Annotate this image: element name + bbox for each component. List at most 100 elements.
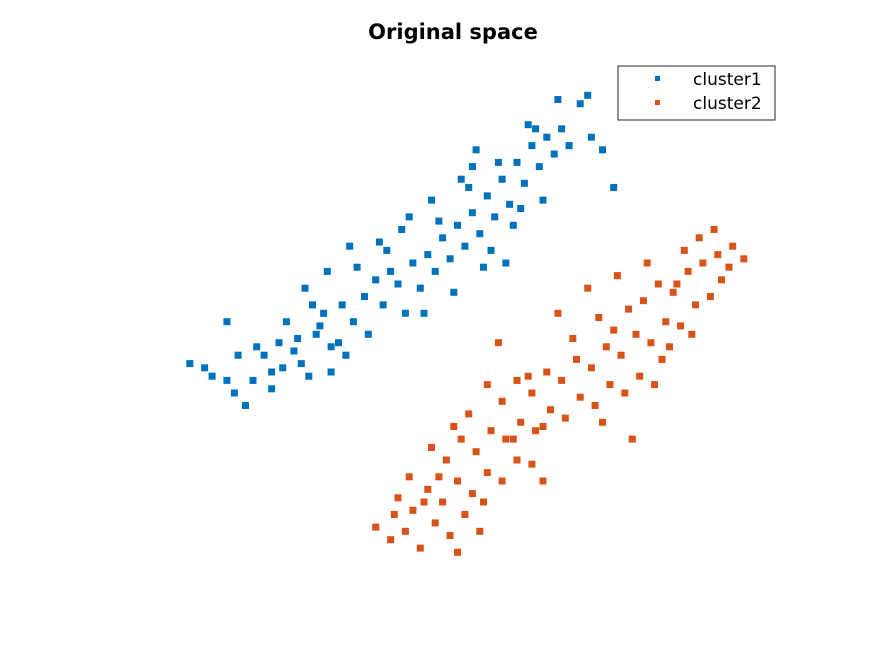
data-point-cluster2 bbox=[435, 473, 443, 481]
data-point-cluster2 bbox=[454, 477, 461, 485]
data-point-cluster2 bbox=[677, 322, 685, 330]
data-point-cluster2 bbox=[372, 523, 380, 531]
data-point-cluster2 bbox=[639, 297, 647, 305]
data-point-cluster1 bbox=[383, 246, 391, 254]
data-point-cluster1 bbox=[301, 284, 309, 292]
data-point-cluster1 bbox=[513, 158, 521, 166]
legend-box bbox=[617, 65, 776, 121]
data-point-cluster2 bbox=[461, 511, 469, 518]
data-point-cluster1 bbox=[398, 226, 406, 233]
data-point-cluster1 bbox=[208, 372, 216, 380]
data-point-cluster2 bbox=[606, 381, 614, 389]
data-point-cluster1 bbox=[201, 364, 209, 372]
data-point-cluster2 bbox=[673, 280, 681, 288]
data-point-cluster1 bbox=[401, 309, 409, 317]
data-point-cluster1 bbox=[576, 100, 584, 108]
data-point-cluster2 bbox=[528, 389, 536, 397]
data-point-cluster2 bbox=[669, 288, 677, 296]
data-point-cluster1 bbox=[428, 196, 435, 204]
data-point-cluster2 bbox=[539, 477, 547, 485]
data-point-cluster2 bbox=[636, 372, 644, 380]
data-point-cluster1 bbox=[282, 318, 290, 326]
data-point-cluster2 bbox=[409, 506, 417, 514]
data-point-cluster2 bbox=[539, 423, 547, 430]
data-point-cluster2 bbox=[602, 343, 610, 351]
data-point-cluster2 bbox=[487, 427, 495, 435]
data-point-cluster2 bbox=[390, 511, 398, 518]
data-point-cluster2 bbox=[662, 318, 670, 326]
data-point-cluster1 bbox=[249, 376, 257, 384]
data-point-cluster2 bbox=[729, 242, 737, 250]
data-point-cluster1 bbox=[498, 175, 506, 183]
data-point-cluster2 bbox=[666, 343, 673, 351]
data-point-cluster2 bbox=[394, 494, 402, 502]
data-point-cluster2 bbox=[468, 490, 476, 498]
data-point-cluster1 bbox=[532, 125, 540, 133]
data-point-cluster1 bbox=[305, 372, 313, 380]
data-point-cluster1 bbox=[420, 309, 428, 317]
data-point-cluster1 bbox=[520, 179, 528, 187]
data-point-cluster2 bbox=[725, 263, 733, 271]
data-point-cluster1 bbox=[584, 91, 592, 99]
data-point-cluster2 bbox=[643, 259, 651, 267]
data-point-cluster2 bbox=[431, 519, 439, 527]
data-point-cluster2 bbox=[483, 381, 491, 389]
data-point-cluster2 bbox=[695, 234, 703, 242]
data-point-cluster2 bbox=[450, 423, 458, 430]
data-point-cluster1 bbox=[476, 230, 484, 238]
data-point-cluster2 bbox=[587, 364, 595, 372]
legend-marker-cluster1 bbox=[655, 76, 660, 81]
data-point-cluster1 bbox=[320, 309, 328, 317]
data-point-cluster1 bbox=[457, 175, 465, 183]
data-point-cluster1 bbox=[431, 267, 439, 275]
data-point-cluster2 bbox=[513, 456, 521, 464]
data-point-cluster1 bbox=[372, 276, 380, 284]
legend-label-cluster1: cluster1 bbox=[693, 70, 762, 90]
data-point-cluster2 bbox=[617, 351, 625, 359]
data-point-cluster2 bbox=[457, 435, 465, 443]
data-point-cluster1 bbox=[275, 339, 283, 347]
data-point-cluster1 bbox=[465, 184, 473, 191]
data-point-cluster2 bbox=[498, 477, 506, 485]
data-point-cluster1 bbox=[439, 234, 447, 242]
legend-label-cluster2: cluster2 bbox=[693, 94, 762, 114]
data-point-cluster1 bbox=[327, 368, 335, 376]
data-point-cluster1 bbox=[550, 150, 558, 158]
data-point-cluster2 bbox=[632, 330, 640, 338]
data-point-cluster2 bbox=[595, 314, 603, 321]
data-point-cluster2 bbox=[554, 309, 562, 317]
data-point-cluster1 bbox=[424, 251, 432, 259]
data-point-cluster1 bbox=[268, 368, 276, 376]
data-point-cluster2 bbox=[688, 330, 696, 338]
data-point-cluster2 bbox=[692, 301, 699, 309]
data-point-cluster1 bbox=[223, 318, 231, 326]
data-point-cluster1 bbox=[379, 301, 387, 309]
legend-marker-cluster2 bbox=[655, 100, 660, 105]
data-point-cluster2 bbox=[569, 335, 577, 342]
data-point-cluster1 bbox=[279, 364, 287, 372]
data-point-cluster2 bbox=[599, 418, 606, 426]
data-point-cluster1 bbox=[487, 246, 495, 254]
series-cluster1 bbox=[186, 91, 618, 409]
data-point-cluster1 bbox=[316, 322, 324, 330]
data-point-cluster2 bbox=[714, 251, 722, 259]
data-point-cluster1 bbox=[327, 343, 335, 351]
data-point-cluster1 bbox=[435, 217, 443, 225]
data-point-cluster1 bbox=[294, 335, 302, 342]
data-point-cluster1 bbox=[234, 351, 242, 359]
data-point-cluster2 bbox=[610, 326, 618, 334]
data-point-cluster2 bbox=[543, 368, 551, 376]
data-point-cluster1 bbox=[554, 96, 562, 103]
data-point-cluster2 bbox=[476, 527, 484, 535]
data-point-cluster1 bbox=[472, 146, 480, 154]
data-point-cluster2 bbox=[718, 276, 725, 284]
chart-title: Original space bbox=[368, 20, 538, 44]
data-point-cluster2 bbox=[439, 498, 447, 506]
data-point-cluster2 bbox=[710, 226, 718, 233]
data-point-cluster2 bbox=[658, 355, 666, 363]
data-point-cluster2 bbox=[654, 280, 662, 288]
data-point-cluster2 bbox=[532, 427, 540, 435]
data-point-cluster2 bbox=[706, 293, 714, 300]
data-point-cluster1 bbox=[480, 263, 487, 271]
data-point-cluster1 bbox=[491, 213, 499, 221]
